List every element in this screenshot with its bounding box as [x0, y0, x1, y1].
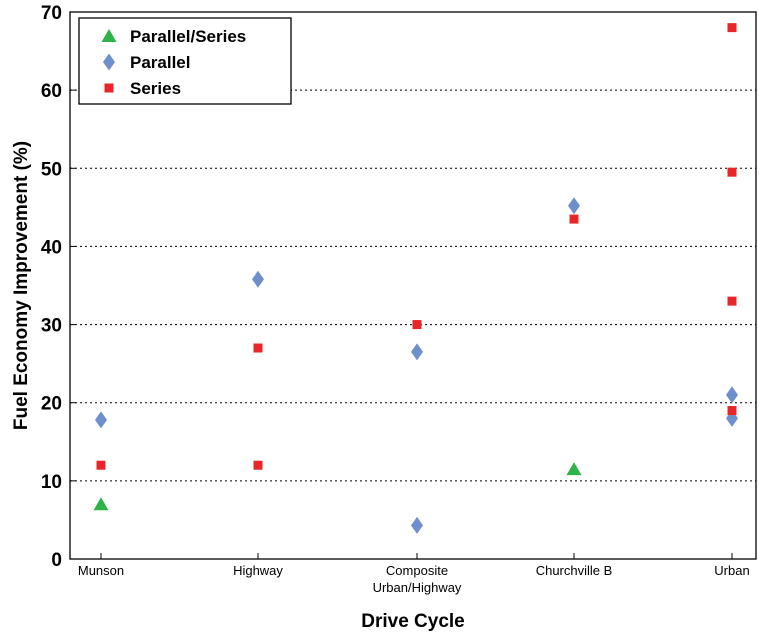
data-points	[93, 23, 738, 534]
y-tick-label: 30	[41, 316, 62, 337]
y-tick-label: 60	[41, 81, 62, 102]
y-tick-label: 70	[41, 3, 62, 24]
y-tick-label: 10	[41, 472, 62, 493]
y-tick-label: 40	[41, 237, 62, 258]
legend-label: Parallel/Series	[130, 27, 246, 46]
square-point	[727, 296, 737, 306]
y-tick-label: 0	[51, 550, 62, 571]
square-point	[253, 460, 263, 470]
square-point	[727, 23, 737, 33]
diamond-point	[411, 343, 423, 361]
triangle-point	[93, 497, 109, 511]
square-point	[727, 406, 737, 416]
x-axis-label: Drive Cycle	[361, 611, 465, 632]
x-tick-label: Urban/Highway	[373, 580, 462, 595]
square-point	[412, 320, 422, 330]
diamond-point	[411, 516, 423, 534]
diamond-point	[95, 411, 107, 429]
x-tick-label: Churchville B	[536, 563, 613, 578]
y-axis-label: Fuel Economy Improvement (%)	[11, 141, 32, 430]
x-axis-ticks: Munson Highway Composite Urban/Highway Churc…	[78, 553, 750, 595]
square-point	[727, 167, 737, 177]
y-tick-label: 20	[41, 394, 62, 415]
legend-label: Series	[130, 79, 181, 98]
legend-label: Parallel	[130, 53, 191, 72]
legend-diamond-marker	[103, 53, 115, 71]
legend-triangle-marker	[101, 29, 117, 42]
y-tick-label: 50	[41, 159, 62, 180]
square-point	[569, 214, 579, 224]
legend-box	[78, 17, 292, 105]
grid-lines	[70, 89, 756, 482]
plot-frame	[69, 11, 757, 560]
legend: Parallel/Series Parallel Series	[78, 17, 292, 105]
square-point	[96, 460, 106, 470]
x-tick-label: Munson	[78, 563, 124, 578]
diamond-point	[568, 197, 580, 215]
triangle-point	[566, 462, 582, 476]
y-axis-ticks: 0 10 20 30 40 50 60 70	[41, 3, 76, 571]
x-tick-label: Urban	[714, 563, 749, 578]
x-tick-label: Composite	[386, 563, 448, 578]
legend-square-marker	[104, 83, 114, 93]
square-point	[253, 343, 263, 353]
diamond-point	[252, 270, 264, 288]
x-tick-label: Highway	[233, 563, 283, 578]
diamond-point	[726, 386, 738, 404]
